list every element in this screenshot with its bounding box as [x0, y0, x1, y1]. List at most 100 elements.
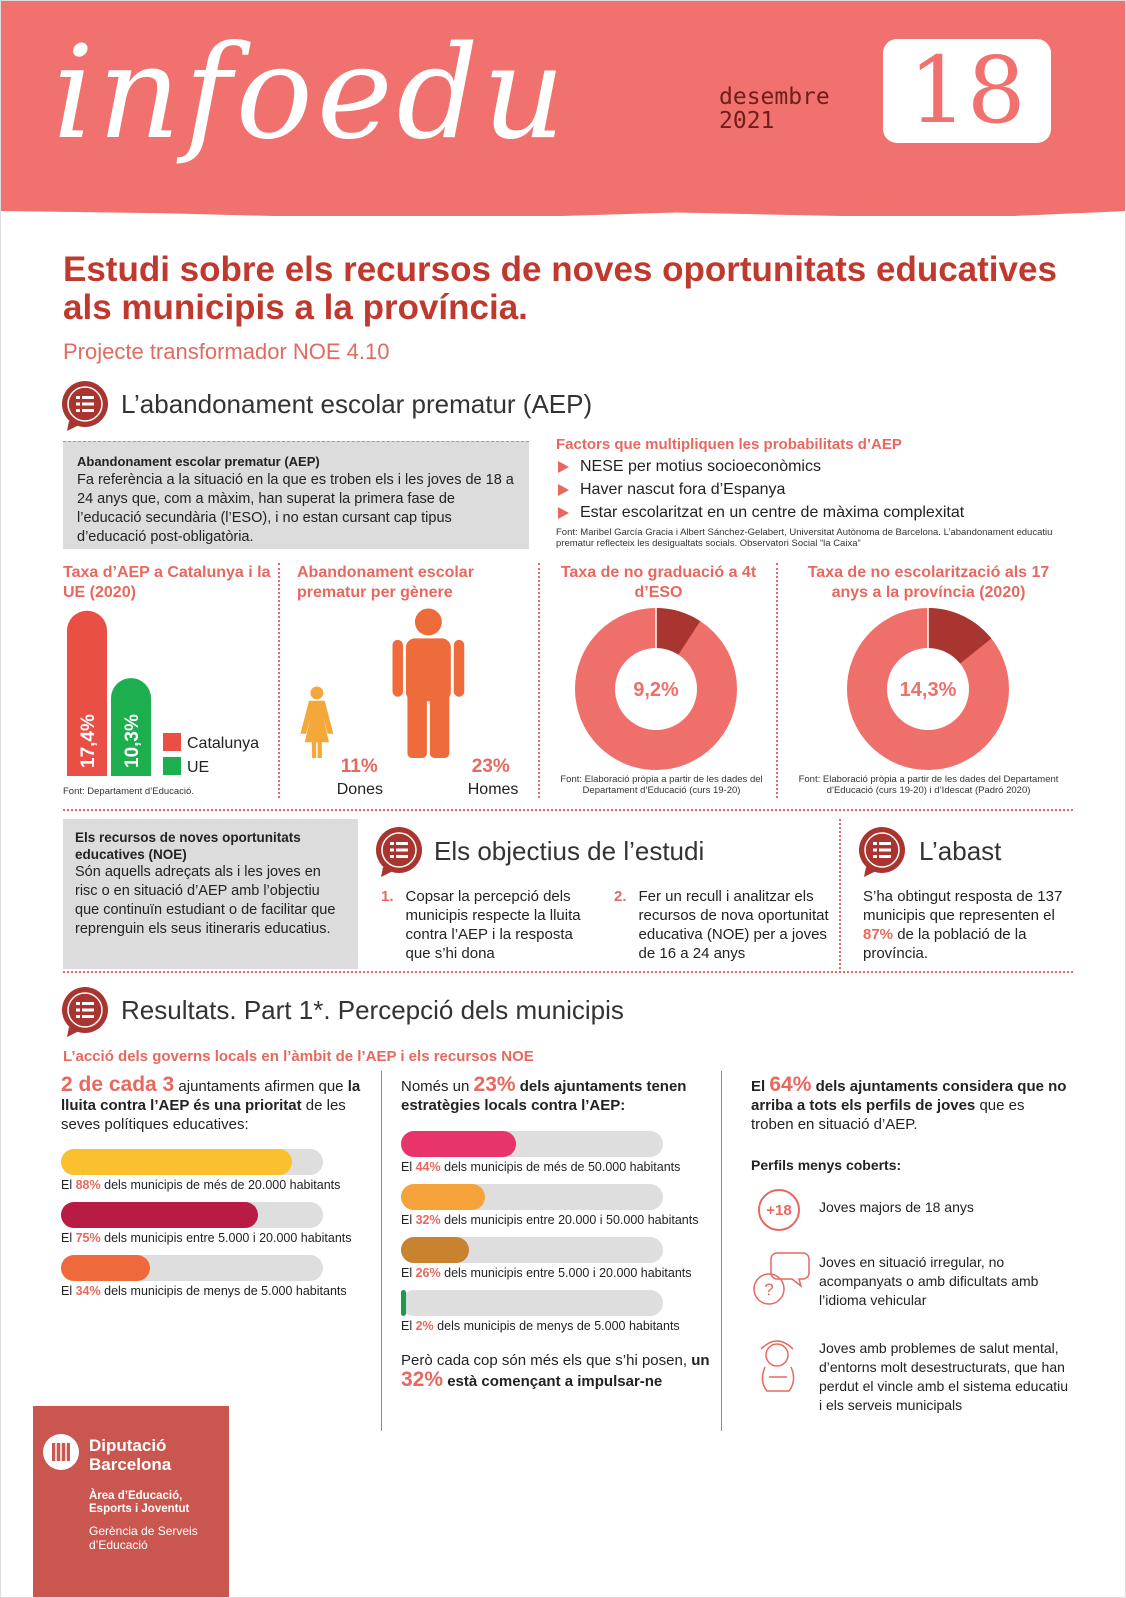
progress-track	[401, 1237, 663, 1263]
value-label: 26%	[416, 1266, 441, 1280]
divider	[776, 563, 778, 798]
label-prefix: El	[401, 1213, 412, 1227]
value-label: 44%	[416, 1160, 441, 1174]
value-label: 11%	[341, 756, 378, 777]
progress-fill	[401, 1131, 516, 1157]
highlight: 2 de cada 3	[61, 1073, 174, 1096]
category-label: dels municipis entre 5.000 i 20.000 habi…	[104, 1231, 351, 1245]
progress-chart: El 44% dels municipis de més de 50.000 h…	[401, 1131, 721, 1346]
bar-value-label: 10,3%	[122, 714, 143, 768]
label-prefix: El	[401, 1160, 412, 1174]
scope-text: S’ha obtingut resposta de 137 municipis …	[863, 887, 1078, 963]
results-col3: El 64% dels ajuntaments considera que no…	[751, 1075, 1071, 1134]
value-label: 32%	[416, 1213, 441, 1227]
profile-text: Joves amb problemes de salut mental, d’e…	[819, 1339, 1069, 1415]
section-icon	[59, 985, 111, 1037]
progress-track	[401, 1131, 663, 1157]
progress-track	[401, 1184, 663, 1210]
subtitle: Projecte transformador NOE 4.10	[63, 339, 389, 365]
category-label: dels municipis entre 5.000 i 20.000 habi…	[444, 1266, 691, 1280]
profile-text: Joves en situació irregular, no acompany…	[819, 1253, 1049, 1310]
section-heading: L’abast	[919, 836, 1001, 867]
text: Barcelona	[89, 1455, 171, 1474]
donut-chart: 9,2%	[541, 599, 771, 774]
progress-fill	[61, 1255, 150, 1281]
legend-swatch	[163, 733, 181, 751]
progress-fill	[401, 1237, 469, 1263]
highlight: 64%	[769, 1073, 811, 1096]
chart-title: Taxa de no escolarització als 17 anys a …	[791, 563, 1066, 603]
profile-icon: ?	[749, 1249, 811, 1311]
bar-value-label: 17,4%	[78, 714, 99, 768]
results-subheading: L’acció dels governs locals en l’àmbit d…	[63, 1047, 534, 1067]
text: Però cada cop són més els que s’hi posen…	[401, 1352, 687, 1369]
factors-list: NESE per motius socioeconòmics Haver nas…	[556, 455, 1076, 524]
value-label: 14,3%	[900, 679, 957, 701]
definition-term: Abandonament escolar prematur (AEP)	[77, 452, 515, 471]
objective-text: Fer un recull i analitzar els recursos d…	[639, 887, 834, 963]
bar-chart: 17,4% Catalunya 10,3% UE	[63, 606, 273, 786]
donut-slice	[656, 628, 689, 638]
text: El	[751, 1078, 765, 1095]
section-heading: L’abandonament escolar prematur (AEP)	[121, 389, 592, 420]
definition-box: Abandonament escolar prematur (AEP) Fa r…	[63, 441, 529, 549]
divider	[381, 1071, 382, 1431]
footer-logo	[41, 1432, 81, 1472]
category-label: Dones	[337, 781, 383, 798]
profile-icon	[751, 1337, 811, 1397]
factor: Haver nascut fora d’Espanya	[556, 478, 1076, 501]
person-icon	[300, 687, 333, 759]
chart-source: Font: Elaboració pròpia a partir de les …	[786, 774, 1071, 796]
progress-fill	[401, 1290, 406, 1316]
profiles-title: Perfils menys coberts:	[751, 1156, 901, 1175]
legend-label: UE	[187, 759, 209, 776]
chart-source: Font: Elaboració pròpia a partir de les …	[549, 774, 774, 796]
value-label: 9,2%	[633, 679, 679, 701]
donut-slice	[928, 628, 976, 651]
progress-fill	[61, 1149, 292, 1175]
value-label: 2%	[416, 1319, 434, 1333]
progress-track	[61, 1202, 323, 1228]
factors-title: Factors que multipliquen les probabilita…	[556, 435, 1076, 455]
objective-number: 1.	[381, 887, 394, 963]
value-label: 34%	[76, 1284, 101, 1298]
profile-icon-label: ?	[764, 1280, 773, 1299]
text: Esports i Joventut	[89, 1503, 189, 1516]
divider	[63, 809, 1073, 811]
profile-icon-label: +18	[766, 1202, 791, 1219]
label-prefix: El	[401, 1266, 412, 1280]
label-prefix: El	[61, 1284, 72, 1298]
section-icon	[59, 379, 111, 431]
progress-label: El 32% dels municipis entre 20.000 i 50.…	[401, 1213, 698, 1227]
donut-chart: 14,3%	[813, 599, 1043, 774]
section-icon	[373, 825, 425, 877]
legend-label: Catalunya	[187, 735, 259, 752]
highlight: 23%	[474, 1073, 516, 1096]
body: infoedu desembre2021 18 Estudi sobre els…	[0, 0, 1126, 1598]
progress-label: El 88% dels municipis de més de 20.000 h…	[61, 1178, 340, 1192]
progress-fill	[61, 1202, 258, 1228]
chart-title: Abandonament escolar prematur per gènere	[297, 563, 527, 603]
factors-source: Font: Maribel García Gracia i Albert Sán…	[556, 527, 1076, 549]
progress-label: El 26% dels municipis entre 5.000 i 20.0…	[401, 1266, 692, 1280]
results-col2: Només un 23% dels ajuntaments tenen estr…	[401, 1075, 701, 1115]
progress-chart: El 88% dels municipis de més de 20.000 h…	[61, 1149, 381, 1309]
legend-swatch	[163, 757, 181, 775]
progress-label: El 44% dels municipis de més de 50.000 h…	[401, 1160, 680, 1174]
highlight: 87%	[863, 926, 893, 943]
profile-text: Joves majors de 18 anys	[819, 1198, 1069, 1217]
year: 2021	[719, 109, 830, 133]
category-label: dels municipis de menys de 5.000 habitan…	[104, 1284, 347, 1298]
noe-title: Els recursos de noves oportunitats educa…	[75, 829, 346, 863]
category-label: dels municipis de més de 20.000 habitant…	[104, 1178, 340, 1192]
divider	[538, 563, 540, 798]
brand: infoedu	[53, 19, 569, 168]
person-icon	[392, 609, 464, 759]
divider	[721, 1071, 722, 1431]
progress-track	[401, 1290, 663, 1316]
progress-track	[61, 1255, 323, 1281]
divider	[63, 971, 1073, 973]
